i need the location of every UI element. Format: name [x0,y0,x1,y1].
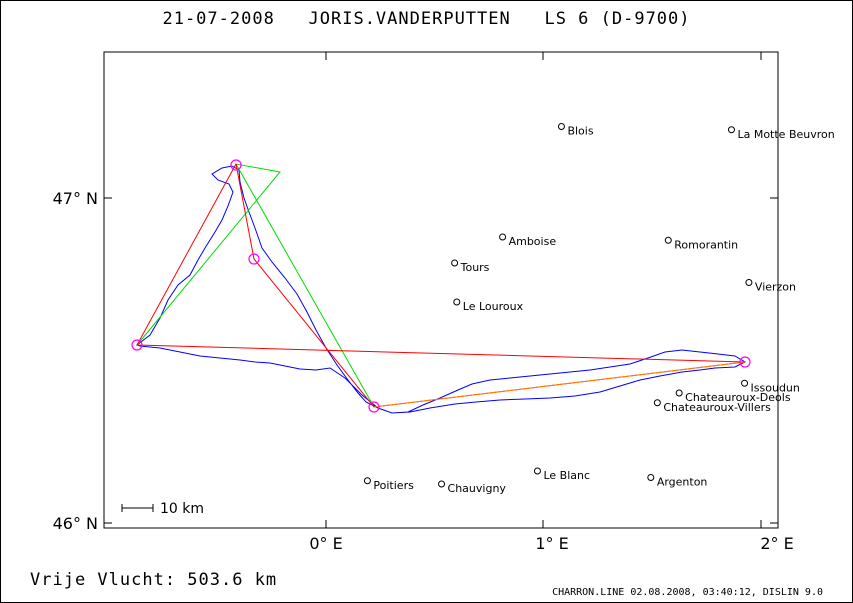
task-route [136,163,746,408]
lon-label-1: 1° E [535,534,568,553]
closing-leg [373,361,746,408]
scale-bar [121,504,154,512]
scale-bar-label: 10 km [160,501,204,517]
lat-label-46: 46° N [53,514,98,533]
flight-track [135,165,747,414]
town-marker [499,233,507,241]
town-label: Blois [567,125,593,138]
town-label: Amboise [509,235,557,248]
lon-label-2: 2° E [760,534,793,553]
town-marker [363,477,371,485]
map-title: 21-07-2008 JORIS.VANDERPUTTEN LS 6 (D-97… [162,9,691,29]
town-marker [727,126,735,134]
town-marker [653,399,661,407]
lon-label-0: 0° E [309,534,342,553]
town-label: Chauvigny [448,482,507,495]
town-marker [664,236,672,244]
town-label: La Motte Beuvron [737,128,834,141]
town-label: Le Blanc [543,469,590,482]
town-layer: Blois La Motte Beuvron Amboise Romorantin To… [363,123,835,495]
town-label: Argenton [657,476,708,489]
turnpoint-circle [230,159,242,171]
program-info: CHARRON.LINE 02.08.2008, 03:40:12, DISLI… [552,587,823,598]
town-label: Le Louroux [463,300,524,313]
turnpoint-circle [739,356,751,368]
town-marker [438,480,446,488]
plot-frame [103,51,779,529]
turnpoint-markers [131,159,751,413]
town-marker [647,474,655,481]
town-marker [557,123,565,130]
town-marker [451,259,459,267]
turnpoint-circle [131,339,143,351]
town-label: Issoudun [751,381,800,394]
lat-label-47: 47° N [53,189,98,208]
town-label: Chateauroux-Deols [685,391,791,404]
town-marker [453,298,461,306]
turnpoint-circle [248,253,260,265]
distance-readout: Vrije Vlucht: 503.6 km [30,570,278,590]
declared-route [136,163,375,408]
town-marker [745,279,753,286]
town-label: Romorantin [674,238,738,251]
town-label: Poitiers [373,479,414,492]
town-label: Tours [460,261,490,274]
town-label: Chateauroux-Villers [663,401,771,414]
town-label: Vierzon [755,281,796,294]
town-marker [675,389,683,397]
turnpoint-circle [368,401,380,413]
axis-ticks [104,52,778,528]
town-marker [533,467,541,475]
town-marker [741,379,749,387]
